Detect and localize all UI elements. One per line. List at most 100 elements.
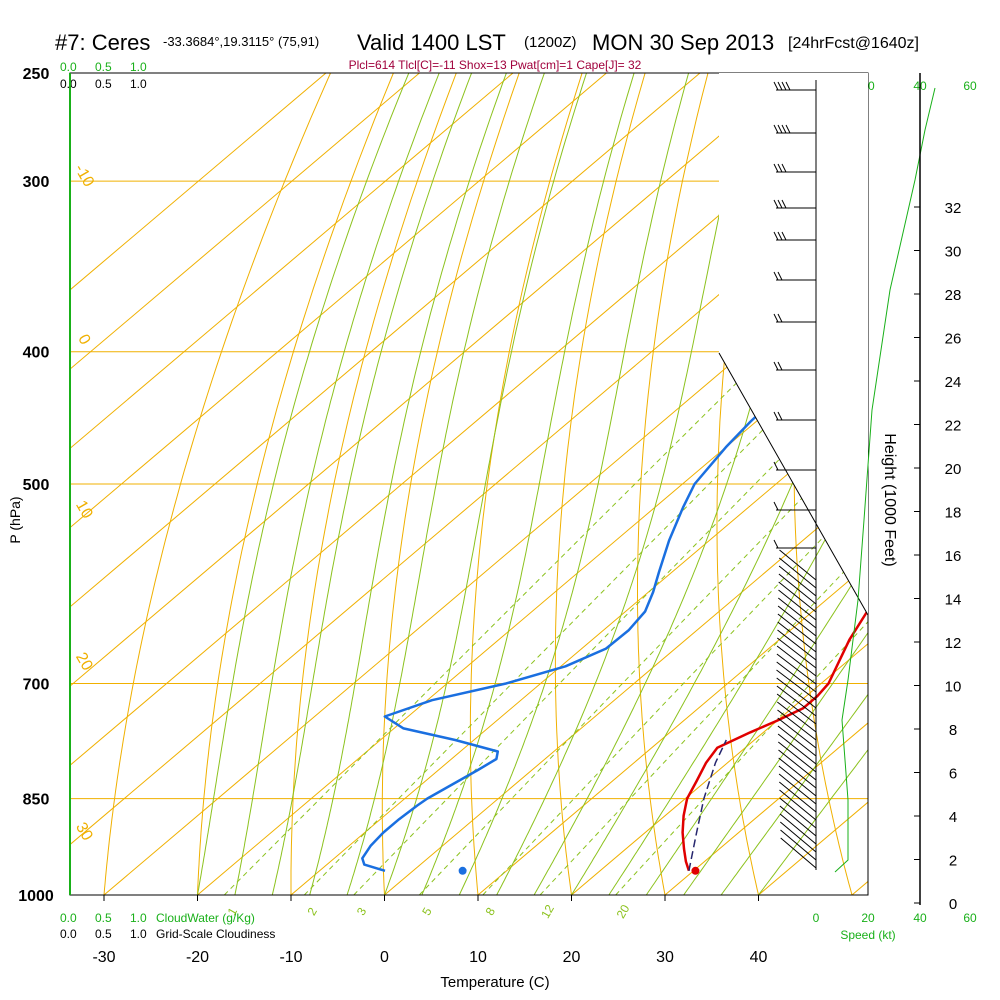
- profile-boundary: [718, 352, 869, 895]
- forecast-run: [24hrFcst@1640z]: [788, 35, 919, 52]
- wind-barb-flag: [773, 163, 779, 173]
- cloud-axis-top: 0.0 0.5 1.0 0.0 0.5 1.0: [60, 60, 147, 91]
- pressure-tick-label: 300: [23, 174, 50, 191]
- cloudiness-tick-bottom: 0.5: [95, 927, 112, 941]
- height-tick-label: 24: [945, 374, 962, 391]
- speed-axis-label: Speed (kt): [840, 928, 895, 942]
- wind-barb-flag: [773, 231, 779, 241]
- isotherm: [103, 246, 868, 895]
- speed-tick-bottom: 20: [861, 911, 875, 925]
- wind-barb-dense: [780, 837, 817, 869]
- wind-barb-dense: [779, 797, 817, 829]
- dry-adiabat: [103, 73, 331, 895]
- wind-barb-dense: [776, 693, 817, 725]
- profile-mask: [719, 73, 868, 615]
- wind-barb-flag: [781, 231, 787, 241]
- moist-adiabat: [421, 73, 635, 895]
- mixing-ratio-line: [539, 545, 868, 895]
- forecast-date: MON 30 Sep 2013: [592, 30, 774, 55]
- wind-barb-dense: [777, 605, 817, 637]
- wind-barb-flag: [777, 163, 783, 173]
- height-tick-label: 4: [949, 809, 957, 826]
- wind-barb-flag: [773, 361, 779, 371]
- wind-speed-line: [834, 87, 936, 873]
- temperature-tick-label: -10: [279, 949, 302, 966]
- speed-tick-top: 60: [963, 79, 977, 93]
- cloudiness-tick-top: 0.5: [95, 77, 112, 91]
- wind-barb-dense: [777, 741, 817, 773]
- isotherm: [70, 73, 420, 370]
- height-tick-label: 10: [945, 679, 962, 696]
- station-coords: -33.3684°,19.3115° (75,91): [163, 34, 319, 49]
- wind-barb-dense: [778, 765, 817, 797]
- wind-barb-flag: [773, 461, 779, 471]
- wind-barb-flag: [773, 81, 779, 91]
- cloudwater-tick-top: 0.5: [95, 60, 112, 74]
- isotherm: [70, 73, 794, 687]
- mixing-ratio-label: 20: [614, 902, 633, 921]
- isotherm-label: 0: [74, 332, 93, 348]
- height-tick-label: 22: [945, 418, 962, 435]
- wind-barb-dense: [776, 685, 817, 717]
- wind-barb-dense: [777, 629, 817, 661]
- wind-barb-dense: [777, 709, 817, 741]
- cloudwater-tick-bottom: 1.0: [130, 911, 147, 925]
- height-tick-label: 6: [949, 766, 957, 783]
- cloudwater-tick-top: 1.0: [130, 60, 147, 74]
- moist-adiabat: [645, 558, 868, 895]
- wind-barb-flag: [777, 313, 783, 323]
- valid-time: Valid 1400 LST: [357, 30, 506, 55]
- wind-barb-dense: [779, 805, 817, 837]
- wind-barb-dense: [778, 557, 817, 589]
- wind-barb-dense: [776, 677, 817, 709]
- station-name: #7: Ceres: [55, 30, 150, 55]
- isotherm-label: 10: [72, 498, 96, 522]
- temperature-line: [681, 607, 868, 872]
- dry-adiabat: [197, 73, 394, 895]
- chart-title: #7: Ceres -33.3684°,19.3115° (75,91) Val…: [55, 30, 919, 72]
- mixing-ratio-label: 8: [483, 905, 499, 918]
- wind-barb-flag: [785, 124, 791, 134]
- wind-barb-dense: [778, 773, 817, 805]
- wind-barb-dense: [777, 725, 817, 757]
- wind-barb-flag: [773, 539, 779, 549]
- wind-barb-dense: [777, 597, 817, 629]
- moist-adiabat: [346, 73, 545, 895]
- mixing-ratio-line: [615, 621, 868, 895]
- cloudiness-tick-bottom: 1.0: [130, 927, 147, 941]
- height-tick-label: 30: [945, 244, 962, 261]
- wind-barb-flag: [781, 199, 787, 209]
- temperature-tick-label: 0: [380, 949, 389, 966]
- wind-barb-flag: [777, 124, 783, 134]
- speed-tick-bottom: 0: [813, 911, 820, 925]
- wind-barb-dense: [776, 701, 817, 733]
- wind-barb-dense: [777, 621, 817, 653]
- mixing-ratio-label: 2: [304, 905, 320, 918]
- height-tick-label: 20: [945, 461, 962, 478]
- wind-barb-dense: [778, 581, 817, 613]
- height-tick-label: 0: [949, 896, 957, 913]
- moist-adiabat: [271, 73, 473, 895]
- y-axis-title: P (hPa): [7, 496, 23, 543]
- wind-barb-flag: [781, 81, 787, 91]
- surface-dewpoint-marker: [458, 866, 467, 875]
- x-axis-title: Temperature (C): [440, 974, 549, 991]
- wind-barb-flag: [773, 271, 779, 281]
- wind-barb-dense: [777, 717, 817, 749]
- wind-barb-flag: [777, 231, 783, 241]
- isotherm: [384, 484, 868, 895]
- mixing-ratio-line: [223, 351, 769, 895]
- cloudwater-tick-bottom: 0.5: [95, 911, 112, 925]
- wind-barb-flag: [777, 199, 783, 209]
- plot-background: [70, 73, 868, 895]
- height-tick-label: 18: [945, 505, 962, 522]
- moist-adiabat: [234, 73, 440, 895]
- cloudiness-tick-bottom: 0.0: [60, 927, 77, 941]
- mixing-ratio-label: 5: [419, 905, 435, 918]
- utc-time: (1200Z): [524, 34, 577, 51]
- height-tick-label: 12: [945, 635, 962, 652]
- height-tick-label: 2: [949, 853, 957, 870]
- moist-adiabat: [758, 748, 868, 895]
- wind-barb-flag: [785, 81, 791, 91]
